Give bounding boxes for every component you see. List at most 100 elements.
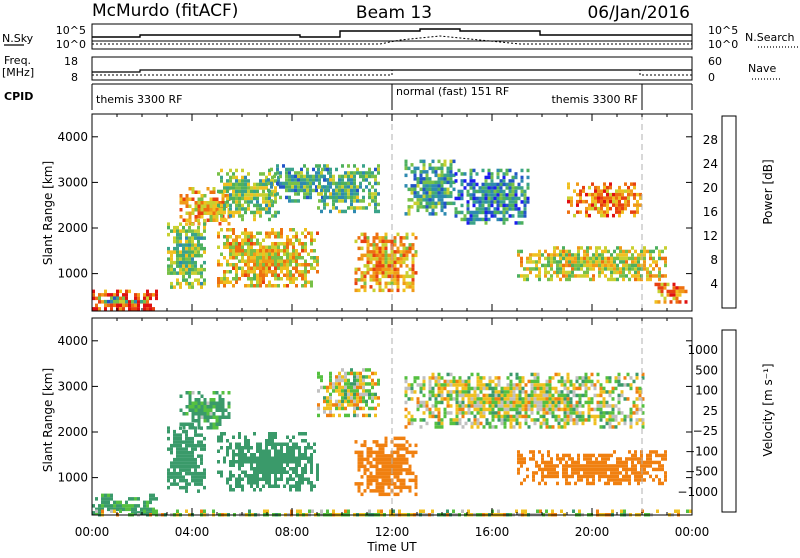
heatmap-cell: [347, 164, 350, 168]
heatmap-cell: [611, 397, 615, 401]
heatmap-cell: [649, 249, 652, 254]
heatmap-cell: [393, 492, 397, 497]
heatmap-cell: [304, 463, 307, 467]
heatmap-cell: [538, 253, 541, 257]
heatmap-cell: [262, 270, 265, 274]
heatmap-cell: [577, 274, 580, 278]
heatmap-cell: [298, 263, 301, 267]
heatmap-cell: [338, 399, 341, 404]
heatmap-cell: [610, 253, 613, 257]
heatmap-cell: [113, 504, 116, 508]
heatmap-cell: [446, 397, 450, 401]
heatmap-cell: [170, 264, 173, 268]
heatmap-cell: [188, 426, 192, 430]
heatmap-cell: [533, 383, 537, 387]
heatmap-cell: [235, 249, 238, 253]
heatmap-cell: [604, 460, 607, 465]
heatmap-cell: [253, 189, 256, 194]
heatmap-cell: [449, 177, 453, 181]
heatmap-cell: [541, 474, 544, 479]
heatmap-cell: [535, 253, 538, 257]
heatmap-cell: [603, 203, 606, 207]
heatmap-cell: [550, 260, 553, 264]
heatmap-cell: [484, 189, 488, 194]
heatmap-cell: [623, 421, 627, 426]
heatmap-cell: [241, 270, 244, 274]
heatmap-cell: [595, 471, 598, 475]
heatmap-cell: [461, 386, 465, 391]
heatmap-cell: [566, 372, 570, 377]
heatmap-cell: [170, 271, 173, 275]
heatmap-cell: [434, 201, 438, 206]
heatmap-cell: [363, 271, 367, 275]
heatmap-cell: [661, 464, 664, 468]
heatmap-cell: [179, 257, 182, 261]
heatmap-cell: [149, 303, 152, 308]
heatmap-cell: [271, 228, 274, 232]
heatmap-cell: [410, 198, 414, 202]
heatmap-cell: [396, 475, 400, 479]
heatmap-cell: [292, 259, 295, 263]
heatmap-cell: [393, 450, 397, 455]
heatmap-cell: [396, 478, 400, 483]
heatmap-cell: [116, 507, 119, 512]
heatmap-region: [98, 296, 149, 304]
heatmap-cell: [241, 470, 244, 474]
heatmap-cell: [548, 407, 552, 412]
heatmap-cell: [574, 471, 577, 475]
heatmap-cell: [262, 189, 265, 194]
heatmap-cell: [220, 474, 223, 478]
heatmap-cell: [194, 264, 197, 268]
heatmap-cell: [557, 400, 561, 405]
heatmap-cell: [502, 172, 506, 176]
heatmap-cell: [250, 200, 253, 204]
heatmap-cell: [292, 228, 295, 232]
heatmap-cell: [649, 453, 652, 458]
heatmap-cell: [200, 475, 203, 479]
heatmap-cell: [514, 186, 518, 190]
heatmap-cell: [265, 256, 268, 260]
heatmap-cell: [259, 179, 262, 183]
heatmap-cell: [466, 189, 470, 194]
heatmap-cell: [384, 253, 388, 258]
heatmap-cell: [592, 464, 595, 468]
heatmap-cell: [532, 474, 535, 479]
heatmap-cell: [481, 168, 485, 173]
heatmap-cell: [633, 210, 636, 214]
heatmap-cell: [466, 200, 470, 204]
heatmap-cell: [619, 246, 622, 250]
heatmap-cell: [387, 482, 391, 486]
heatmap-cell: [288, 174, 291, 179]
heatmap-cell: [664, 478, 667, 482]
heatmap-cell: [289, 270, 292, 274]
heatmap-cell: [609, 196, 612, 200]
heatmap-cell: [485, 400, 489, 405]
heatmap-cell: [538, 450, 541, 454]
heatmap-cell: [191, 408, 195, 412]
heatmap-cell: [104, 299, 107, 304]
heatmap-cell: [562, 474, 565, 479]
heatmap-cell: [197, 218, 200, 223]
heatmap-cell: [518, 386, 522, 391]
heatmap-cell: [315, 188, 318, 193]
heatmap-cell: [586, 474, 589, 479]
heatmap-cell: [476, 372, 480, 377]
heatmap-cell: [592, 260, 595, 264]
heatmap-cell: [610, 267, 613, 271]
heatmap-cell: [323, 195, 326, 200]
heatmap-cell: [203, 443, 206, 448]
heatmap-cell: [446, 166, 450, 171]
heatmap-cell: [437, 407, 441, 412]
heatmap-cell: [384, 236, 388, 240]
heatmap-cell: [574, 253, 577, 257]
heatmap-cell: [353, 206, 356, 210]
heatmap-cell: [550, 474, 553, 479]
heatmap-cell: [565, 270, 568, 275]
heatmap-cell: [212, 391, 216, 395]
heatmap-cell: [597, 196, 600, 200]
heatmap-cell: [604, 267, 607, 271]
heatmap-cell: [613, 467, 616, 472]
heatmap-cell: [646, 270, 649, 275]
heatmap-cell: [628, 474, 631, 479]
heatmap-cell: [578, 386, 582, 391]
